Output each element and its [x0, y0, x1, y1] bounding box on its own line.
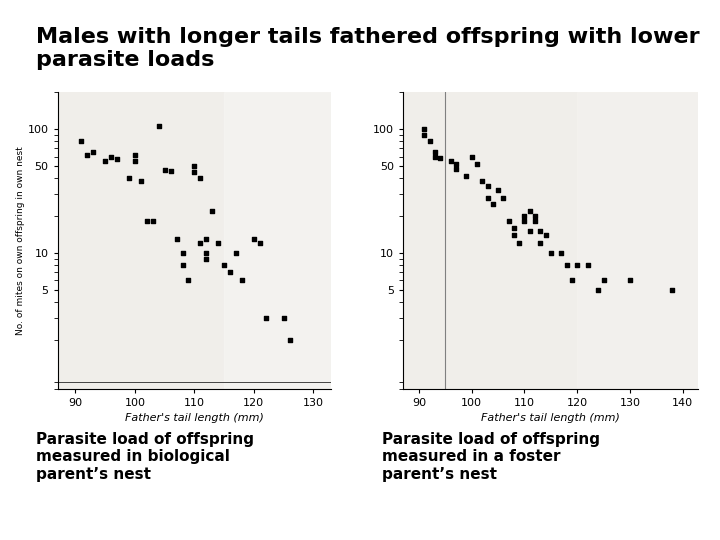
X-axis label: Father's tail length (mm): Father's tail length (mm): [125, 414, 264, 423]
Point: [207, 206, 218, 215]
Point: [524, 227, 536, 235]
Point: [260, 313, 271, 322]
Y-axis label: No. of mites on own offspring in own nest: No. of mites on own offspring in own nes…: [16, 146, 24, 335]
Text: Parasite load of offspring
measured in a foster
parent’s nest: Parasite load of offspring measured in a…: [382, 432, 600, 482]
Point: [471, 160, 482, 168]
Point: [487, 199, 498, 208]
Point: [225, 268, 236, 276]
Point: [424, 137, 436, 145]
Point: [556, 248, 567, 257]
Point: [418, 125, 430, 133]
Point: [593, 286, 604, 294]
Point: [194, 239, 206, 247]
Point: [147, 217, 158, 226]
Bar: [577, 92, 698, 389]
Point: [477, 177, 488, 185]
Point: [529, 217, 541, 226]
Point: [189, 168, 200, 177]
Point: [503, 217, 514, 226]
Point: [450, 160, 462, 168]
Bar: [224, 92, 331, 389]
Point: [572, 261, 583, 269]
Point: [445, 157, 456, 166]
Point: [159, 165, 171, 174]
Point: [534, 239, 546, 247]
Point: [183, 276, 194, 285]
Point: [561, 261, 572, 269]
Point: [112, 155, 123, 164]
Point: [153, 122, 164, 131]
X-axis label: Father's tail length (mm): Father's tail length (mm): [482, 414, 620, 423]
Point: [518, 217, 530, 226]
Point: [278, 313, 289, 322]
Point: [99, 157, 111, 166]
Point: [248, 234, 260, 243]
Point: [212, 239, 224, 247]
Point: [482, 193, 493, 202]
Point: [88, 148, 99, 157]
Point: [129, 157, 140, 166]
Point: [666, 286, 678, 294]
Point: [466, 152, 477, 161]
Point: [450, 164, 462, 173]
Point: [201, 248, 212, 257]
Point: [189, 162, 200, 171]
Point: [429, 152, 441, 161]
Point: [81, 151, 93, 159]
Point: [540, 231, 552, 239]
Point: [176, 261, 188, 269]
Point: [582, 261, 593, 269]
Point: [171, 234, 182, 243]
Point: [524, 206, 536, 215]
Point: [123, 174, 135, 183]
Point: [624, 276, 636, 285]
Point: [165, 166, 176, 175]
Point: [230, 248, 242, 257]
Point: [545, 248, 557, 257]
Point: [254, 239, 266, 247]
Point: [129, 151, 140, 159]
Point: [508, 231, 520, 239]
Point: [236, 276, 248, 285]
Point: [201, 254, 212, 263]
Point: [76, 137, 87, 145]
Point: [135, 177, 147, 185]
Text: Males with longer tails fathered offspring with lower
parasite loads: Males with longer tails fathered offspri…: [36, 27, 700, 70]
Point: [498, 193, 509, 202]
Point: [492, 186, 504, 195]
Point: [418, 131, 430, 139]
Point: [518, 211, 530, 220]
Point: [566, 276, 577, 285]
Point: [508, 224, 520, 232]
Point: [529, 211, 541, 220]
Point: [429, 148, 441, 157]
Point: [598, 276, 609, 285]
Point: [194, 174, 206, 183]
Point: [534, 227, 546, 235]
Point: [201, 234, 212, 243]
Point: [513, 239, 525, 247]
Point: [141, 217, 153, 226]
Text: Parasite load of offspring
measured in biological
parent’s nest: Parasite load of offspring measured in b…: [36, 432, 254, 482]
Point: [434, 154, 446, 163]
Point: [105, 152, 117, 161]
Point: [461, 171, 472, 180]
Point: [176, 248, 188, 257]
Point: [284, 335, 295, 344]
Point: [218, 261, 230, 269]
Point: [482, 181, 493, 190]
